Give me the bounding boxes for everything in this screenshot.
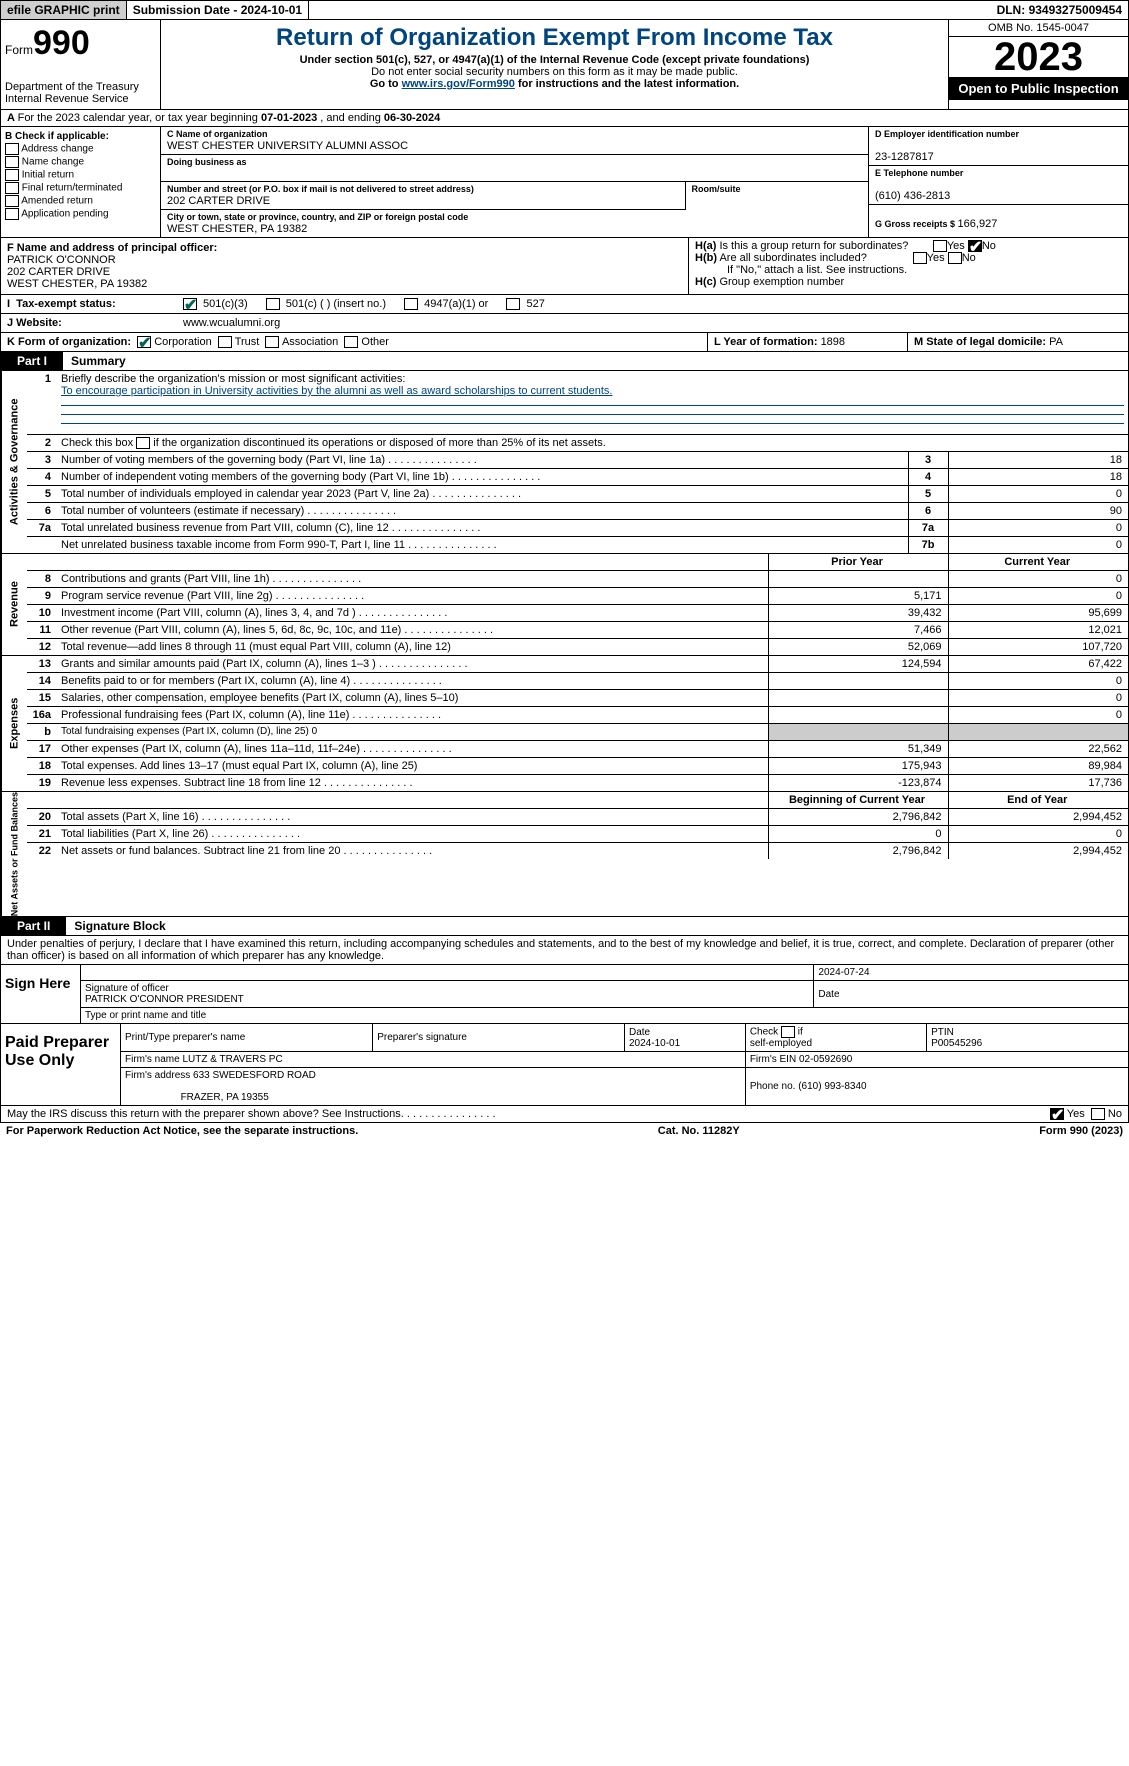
- line-klm: K Form of organization: Corporation Trus…: [0, 333, 1129, 352]
- chk-address-change[interactable]: [5, 143, 19, 155]
- chk-discuss-no[interactable]: [1091, 1108, 1105, 1120]
- dept-treasury: Department of the Treasury Internal Reve…: [5, 81, 156, 105]
- chk-501c3[interactable]: [183, 298, 197, 310]
- chk-ha-yes[interactable]: [933, 240, 947, 252]
- entity-block: B Check if applicable: Address change Na…: [0, 127, 1129, 238]
- chk-hb-no[interactable]: [948, 252, 962, 264]
- governance-table: 1Briefly describe the organization's mis…: [27, 371, 1128, 553]
- box-c: C Name of organizationWEST CHESTER UNIVE…: [161, 127, 868, 237]
- chk-final-return[interactable]: [5, 182, 19, 194]
- paid-preparer-block: Paid Preparer Use Only Print/Type prepar…: [0, 1024, 1129, 1106]
- chk-527[interactable]: [506, 298, 520, 310]
- chk-discontinued[interactable]: [136, 437, 150, 449]
- box-deg: D Employer identification number23-12878…: [868, 127, 1128, 237]
- mission-text: To encourage participation in University…: [61, 385, 613, 397]
- vtab-expenses: Expenses: [1, 656, 27, 791]
- chk-app-pending[interactable]: [5, 208, 19, 220]
- box-f: F Name and address of principal officer:…: [1, 238, 688, 294]
- efile-label: efile GRAPHIC print: [1, 1, 127, 19]
- netassets-table: Beginning of Current YearEnd of Year 20T…: [27, 792, 1128, 859]
- line-j: J Website: www.wcualumni.org: [0, 314, 1129, 333]
- submission-date: Submission Date - 2024-10-01: [127, 1, 309, 19]
- header-mid: Return of Organization Exempt From Incom…: [161, 20, 948, 109]
- open-inspection: Open to Public Inspection: [949, 77, 1128, 100]
- tax-year: 2023: [949, 37, 1128, 77]
- box-b: B Check if applicable: Address change Na…: [1, 127, 161, 237]
- chk-501c[interactable]: [266, 298, 280, 310]
- chk-self-employed[interactable]: [781, 1026, 795, 1038]
- page-footer: For Paperwork Reduction Act Notice, see …: [0, 1123, 1129, 1139]
- vtab-revenue: Revenue: [1, 554, 27, 655]
- expenses-table: 13Grants and similar amounts paid (Part …: [27, 656, 1128, 791]
- dln: DLN: 93493275009454: [991, 1, 1128, 19]
- chk-corp[interactable]: [137, 336, 151, 348]
- chk-4947[interactable]: [404, 298, 418, 310]
- chk-assoc[interactable]: [265, 336, 279, 348]
- irs-link[interactable]: www.irs.gov/Form990: [402, 78, 515, 90]
- line-a: A For the 2023 calendar year, or tax yea…: [0, 110, 1129, 127]
- top-bar: efile GRAPHIC print Submission Date - 20…: [0, 0, 1129, 20]
- may-irs-discuss: May the IRS discuss this return with the…: [0, 1106, 1129, 1123]
- box-h: H(a) Is this a group return for subordin…: [688, 238, 1128, 294]
- sign-here-block: Sign Here 2024-07-24 Signature of office…: [0, 965, 1129, 1024]
- form-header: Form990 Department of the Treasury Inter…: [0, 20, 1129, 110]
- summary-netassets: Net Assets or Fund Balances Beginning of…: [0, 792, 1129, 917]
- chk-hb-yes[interactable]: [913, 252, 927, 264]
- website: www.wcualumni.org: [183, 317, 280, 329]
- part1-header: Part I Summary: [0, 352, 1129, 371]
- part2-header: Part II Signature Block: [0, 917, 1129, 936]
- line-i-j: I Tax-exempt status: 501(c)(3) 501(c) ( …: [0, 295, 1129, 314]
- chk-name-change[interactable]: [5, 156, 19, 168]
- summary-expenses: Expenses 13Grants and similar amounts pa…: [0, 656, 1129, 792]
- summary-governance: Activities & Governance 1Briefly describ…: [0, 371, 1129, 554]
- summary-revenue: Revenue Prior YearCurrent Year 8Contribu…: [0, 554, 1129, 656]
- header-left: Form990 Department of the Treasury Inter…: [1, 20, 161, 109]
- chk-trust[interactable]: [218, 336, 232, 348]
- chk-initial-return[interactable]: [5, 169, 19, 181]
- form-title: Return of Organization Exempt From Incom…: [169, 24, 940, 52]
- revenue-table: Prior YearCurrent Year 8Contributions an…: [27, 554, 1128, 655]
- chk-discuss-yes[interactable]: [1050, 1108, 1064, 1120]
- signature-declaration: Under penalties of perjury, I declare th…: [0, 936, 1129, 965]
- chk-amended[interactable]: [5, 195, 19, 207]
- chk-other[interactable]: [344, 336, 358, 348]
- vtab-governance: Activities & Governance: [1, 371, 27, 553]
- vtab-netassets: Net Assets or Fund Balances: [1, 792, 27, 916]
- officer-h-block: F Name and address of principal officer:…: [0, 238, 1129, 295]
- chk-ha-no[interactable]: [968, 240, 982, 252]
- header-right: OMB No. 1545-0047 2023 Open to Public In…: [948, 20, 1128, 109]
